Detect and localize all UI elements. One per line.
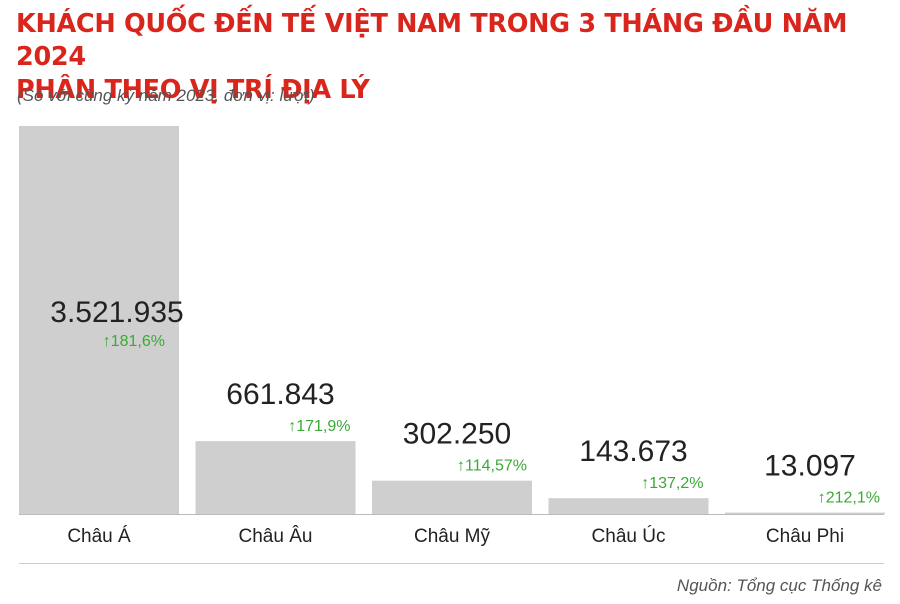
value-label-3: 302.250 <box>403 418 511 451</box>
growth-label-5: ↑212,1% <box>818 490 880 507</box>
value-label-1: 3.521.935 <box>50 296 183 329</box>
value-label-4: 143.673 <box>579 435 687 468</box>
category-label-3: Châu Mỹ <box>414 526 491 547</box>
chart-title-line-2: PHÂN THEO VỊ TRÍ ĐỊA LÝ <box>16 75 370 105</box>
value-label-5: 13.097 <box>764 450 856 483</box>
bar-4 <box>548 498 709 514</box>
growth-label-3: ↑114,57% <box>457 458 527 475</box>
bar-5 <box>725 512 885 514</box>
growth-label-4: ↑137,2% <box>641 475 703 492</box>
category-label-4: Châu Úc <box>592 525 666 547</box>
growth-label-1: ↑181,6% <box>103 333 165 350</box>
bar-2 <box>195 441 356 514</box>
bar-3 <box>372 480 532 514</box>
value-label-2: 661.843 <box>226 378 334 411</box>
chart-title: KHÁCH QUỐC ĐẾN TẾ VIỆT NAM TRONG 3 THÁNG… <box>16 8 896 107</box>
chart-subtitle: (So với cùng kỳ năm 2023, đơn vị: lượt) <box>17 86 315 105</box>
chart-title-line-1: KHÁCH QUỐC ĐẾN TẾ VIỆT NAM TRONG 3 THÁNG… <box>16 9 848 72</box>
bar-chart: 3.521.935 ↑181,6% Châu Á 661.843 ↑171,9% Châu… <box>19 126 885 564</box>
growth-label-2: ↑171,9% <box>288 418 350 435</box>
category-label-5: Châu Phi <box>766 526 844 547</box>
category-label-1: Châu Á <box>67 526 131 547</box>
category-label-2: Châu Âu <box>239 525 313 547</box>
source-note: Nguồn: Tổng cục Thống kê <box>676 576 882 595</box>
bar-1 <box>19 126 179 514</box>
